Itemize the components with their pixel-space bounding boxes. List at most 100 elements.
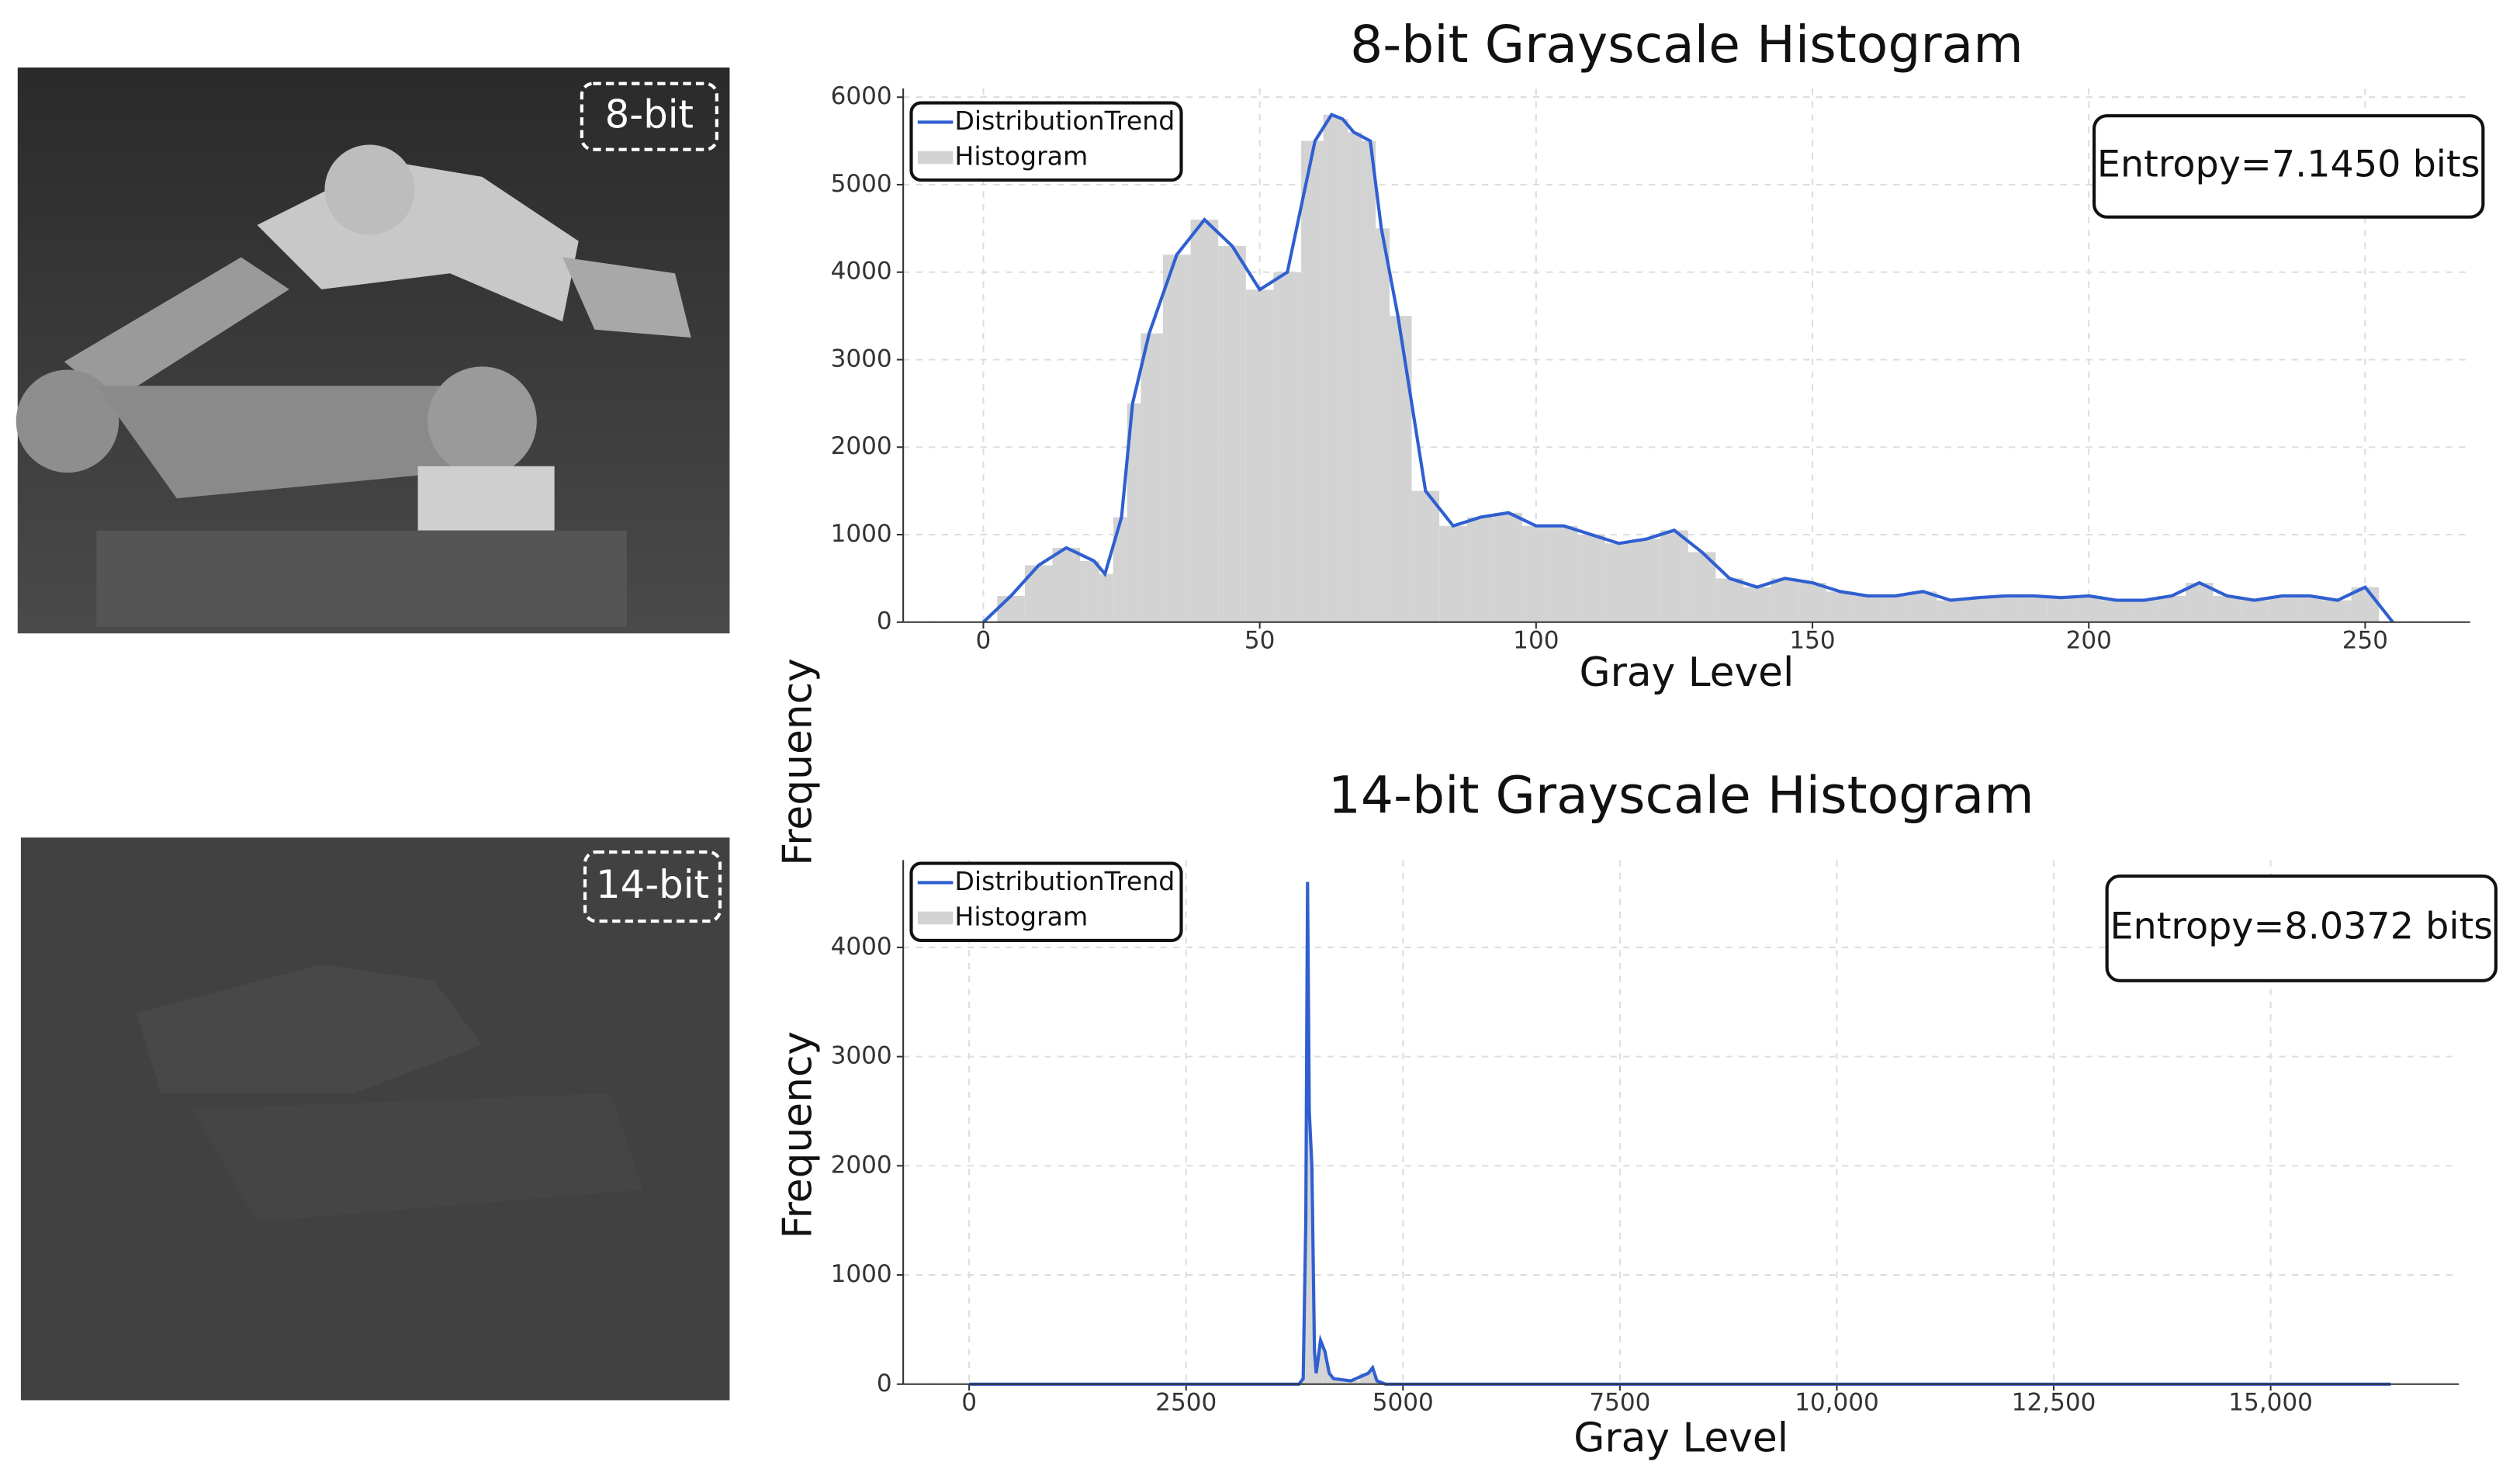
- histogram-bar: [1632, 539, 1661, 622]
- histogram-bar: [1688, 552, 1716, 622]
- histogram-bar: [2241, 600, 2269, 622]
- histogram-bar: [1273, 272, 1302, 622]
- y-axis-label: Frequency: [775, 1031, 822, 1238]
- y-tick-label: 0: [877, 1370, 892, 1398]
- histogram-bar: [1327, 1373, 1332, 1384]
- x-tick-label: 2500: [1155, 1389, 1217, 1417]
- annotation-box: [2092, 114, 2485, 219]
- annotation-box: [2105, 875, 2498, 982]
- legend-label: DistributionTrend: [954, 866, 1175, 896]
- image-8bit: 8-bit: [16, 68, 730, 634]
- x-tick-label: 10,000: [1795, 1389, 1879, 1417]
- histogram-bar: [1318, 1340, 1323, 1384]
- histogram-bar: [1331, 1378, 1343, 1384]
- histogram-bar: [1301, 140, 1324, 622]
- y-tick-label: 0: [877, 608, 892, 636]
- histogram-bar: [1052, 547, 1081, 622]
- histogram-bar: [1141, 333, 1163, 622]
- chart-title: 8-bit Grayscale Histogram: [1350, 14, 2023, 74]
- histogram-bar: [1322, 1351, 1328, 1384]
- histogram-bar: [2268, 595, 2297, 622]
- histogram-bar: [1315, 1373, 1319, 1384]
- histogram-bar: [1411, 490, 1440, 622]
- chart-title: 14-bit Grayscale Histogram: [1328, 765, 2034, 826]
- annotation: Entropy=8.0372 bits: [2110, 905, 2493, 947]
- y-tick-label: 1000: [831, 1260, 892, 1288]
- histogram-bar: [1337, 119, 1348, 622]
- histogram-bar: [1660, 530, 1688, 622]
- histogram-bar: [1127, 403, 1141, 622]
- histogram-bar: [1964, 597, 1992, 622]
- x-tick-label: 5000: [1372, 1389, 1434, 1417]
- legend-box: [909, 101, 1183, 182]
- histogram-bar: [1190, 220, 1219, 622]
- x-axis-label: Gray Level: [1580, 649, 1795, 696]
- histogram-bar: [2130, 600, 2158, 622]
- histogram-bar: [1362, 140, 1376, 622]
- histogram-bar: [1245, 289, 1274, 622]
- x-tick-label: 12,500: [2012, 1389, 2096, 1417]
- x-tick-label: 200: [2066, 627, 2112, 655]
- histogram-bar: [1881, 595, 1909, 622]
- y-tick-label: 2000: [831, 432, 892, 460]
- histogram-bar: [2296, 595, 2324, 622]
- legend-label: DistributionTrend: [954, 106, 1175, 136]
- legend-label: Histogram: [954, 901, 1088, 931]
- histogram-bar: [1218, 245, 1246, 622]
- histogram-bar: [1549, 525, 1578, 622]
- trend-line: [982, 113, 2394, 624]
- histogram-bar: [997, 595, 1025, 622]
- histogram-bar: [1909, 591, 1937, 622]
- histogram-bar: [1376, 228, 1390, 622]
- histogram-bar: [1522, 525, 1550, 622]
- histogram-bar: [2158, 595, 2186, 622]
- histogram-bar: [1466, 517, 1495, 622]
- histogram-bar: [2213, 595, 2241, 622]
- histogram-bar: [1342, 1380, 1360, 1384]
- y-tick-label: 1000: [831, 520, 892, 548]
- y-tick-label: 4000: [831, 933, 892, 961]
- histogram-bar: [1992, 595, 2020, 622]
- trend-line: [969, 882, 2391, 1386]
- x-tick-label: 0: [961, 1389, 977, 1417]
- histogram-bar: [1099, 573, 1113, 622]
- histogram-bar: [1854, 595, 1882, 622]
- histogram-bar: [1162, 255, 1191, 622]
- legend-box: [909, 861, 1183, 943]
- y-tick-label: 3000: [831, 1042, 892, 1070]
- histogram-bar: [2075, 595, 2103, 622]
- histogram-bar: [1348, 132, 1362, 622]
- image-label: 14-bit: [596, 862, 709, 907]
- image-14bit: 14-bit: [20, 837, 730, 1401]
- y-axis-label: Frequency: [775, 658, 822, 865]
- histogram-bar: [2103, 600, 2131, 622]
- histogram-bar: [1308, 1111, 1311, 1384]
- histogram-bar: [1577, 535, 1605, 622]
- histogram-bar: [1370, 1367, 1375, 1384]
- histogram-bar: [1798, 583, 1826, 622]
- x-tick-label: 50: [1244, 627, 1276, 655]
- image-label: 8-bit: [605, 92, 694, 137]
- histogram-bar: [2185, 583, 2214, 622]
- legend-swatch: [917, 151, 954, 165]
- y-tick-label: 2000: [831, 1151, 892, 1179]
- annotation: Entropy=7.1450 bits: [2097, 143, 2480, 185]
- x-tick-label: 100: [1513, 627, 1559, 655]
- x-tick-label: 7500: [1589, 1389, 1650, 1417]
- histogram-bar: [2324, 600, 2352, 622]
- histogram-bar: [1826, 591, 1854, 622]
- histogram-bar: [1439, 525, 1467, 622]
- histogram-bar: [2047, 597, 2075, 622]
- x-axis-label: Gray Level: [1573, 1415, 1788, 1461]
- y-tick-label: 4000: [831, 258, 892, 286]
- histogram-bar: [1743, 587, 1771, 622]
- x-tick-label: 0: [976, 627, 992, 655]
- legend-swatch: [917, 911, 954, 925]
- histogram-bar: [1771, 578, 1799, 622]
- y-tick-label: 3000: [831, 345, 892, 372]
- x-tick-label: 250: [2342, 627, 2388, 655]
- histogram-bar: [1390, 316, 1412, 622]
- histogram-bar: [2020, 595, 2048, 622]
- histogram-bar: [1715, 578, 1743, 622]
